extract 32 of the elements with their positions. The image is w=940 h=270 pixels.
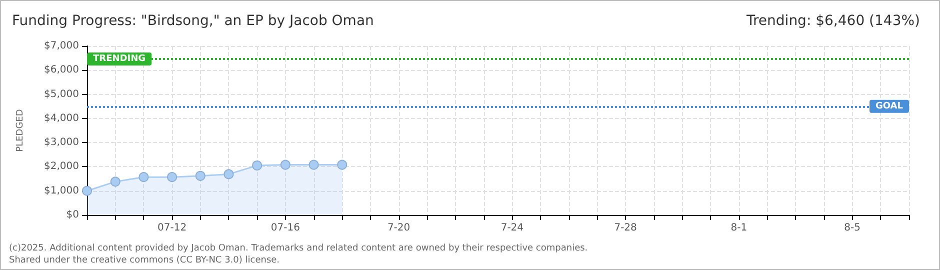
ref-line-label: GOAL [876, 101, 904, 112]
point [167, 172, 178, 182]
point [280, 160, 290, 170]
y-tick-label: $3,000 [44, 137, 79, 148]
point [195, 170, 206, 181]
y-tick-label: $1,000 [44, 185, 79, 196]
x-tick-label: 7-20 [387, 222, 410, 234]
y-tick-label: $0 [66, 210, 79, 220]
point [337, 160, 348, 170]
x-tick-label: 07-16 [270, 222, 300, 234]
point [308, 160, 319, 170]
x-tick-label: 7-28 [614, 222, 637, 234]
point [138, 172, 149, 182]
y-tick-label: $4,000 [44, 112, 79, 124]
y-tick-label: $7,000 [44, 40, 79, 52]
y-tick-label: $5,000 [44, 88, 79, 100]
x-tick-label: 7-24 [500, 222, 524, 234]
y-axis-title: PLEDGED [16, 109, 26, 152]
chart-title: Funding Progress: "Birdsong," an EP by Jacob Oman [12, 13, 374, 29]
text: Shared under the creative commons (CC BY-NC 3.0) license. [9, 256, 280, 266]
point [82, 186, 92, 196]
y-tick-label: $6,000 [44, 64, 79, 76]
text: (c)2025. Additional content provided by Jacob Oman. Trademarks and related content are owned by their respective companies. [9, 244, 588, 254]
ref-line-label: TRENDING [93, 54, 146, 64]
y-tick-label: $2,000 [44, 161, 79, 172]
x-tick-label: 07-12 [158, 222, 187, 234]
x-tick-label: 8-5 [844, 222, 860, 234]
x-tick-label: 8-1 [730, 222, 748, 234]
point [252, 160, 262, 171]
chart-subtitle: Trending: $6,460 (143%) [745, 13, 920, 29]
point [224, 169, 234, 180]
point [110, 176, 120, 187]
